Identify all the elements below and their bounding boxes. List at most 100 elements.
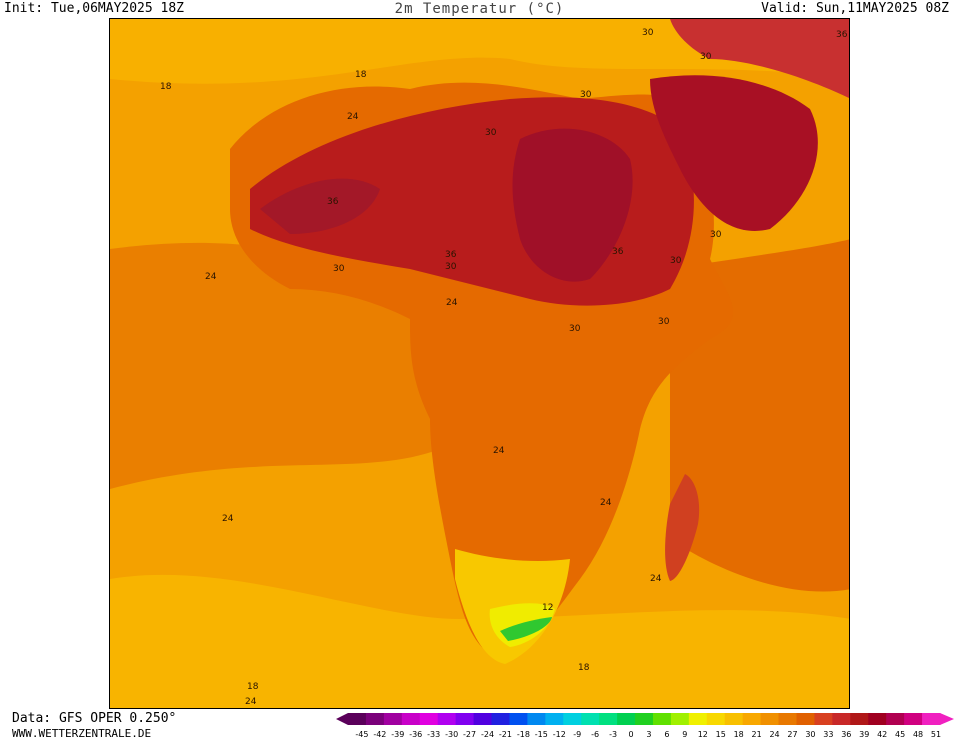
legend-tick-label: -18	[517, 730, 530, 739]
legend-swatch	[742, 713, 762, 725]
legend-tick-label: 9	[682, 730, 687, 739]
legend-swatch	[814, 713, 833, 725]
legend-swatch	[868, 713, 887, 725]
contour-label: 18	[578, 663, 590, 673]
map-title: 2m Temperatur (°C)	[394, 1, 565, 17]
legend-tick-label: 24	[769, 730, 779, 739]
legend-tick-label: 18	[734, 730, 744, 739]
legend-tick-label: 33	[823, 730, 833, 739]
legend-tick-label: -45	[355, 730, 368, 739]
color-legend: -45 -42 -39 -36 -33 -30 -27 -24 -21 -18 -15 -12 -9 -6…	[336, 713, 954, 739]
contour-label: 30	[658, 317, 670, 327]
legend-swatch	[509, 713, 528, 725]
legend-swatch	[652, 713, 672, 725]
contour-label: 24	[222, 514, 234, 524]
legend-tick-label: -27	[463, 730, 476, 739]
legend-tick-label: 27	[787, 730, 797, 739]
legend-tick-label: 12	[698, 730, 708, 739]
legend-tick-label: 3	[646, 730, 651, 739]
contour-label: 18	[247, 682, 259, 692]
legend-arrow-right	[940, 713, 954, 725]
drakensberg-cold	[500, 617, 552, 641]
legend-swatch	[419, 713, 439, 725]
contour-label: 30	[642, 28, 654, 38]
legend-tick-label: -36	[409, 730, 422, 739]
legend-swatch	[348, 713, 367, 725]
contour-label: 18	[160, 82, 172, 92]
contour-label: 12	[542, 603, 553, 613]
legend-tick-label: -9	[573, 730, 581, 739]
legend-tick-label: -24	[481, 730, 494, 739]
contour-label: 18	[355, 70, 367, 80]
legend-swatch	[724, 713, 744, 725]
legend-tick-label: 42	[877, 730, 887, 739]
legend-tick-label: -39	[391, 730, 404, 739]
legend-tick-label: 0	[628, 730, 633, 739]
contour-label: 30	[333, 264, 345, 274]
legend-tick-label: 51	[931, 730, 941, 739]
legend-swatch	[796, 713, 815, 725]
legend-swatch	[832, 713, 851, 725]
website-label: WWW.WETTERZENTRALE.DE	[12, 727, 152, 740]
contour-label: 24	[650, 574, 662, 584]
legend-swatch	[688, 713, 708, 725]
legend-tick-label: 39	[859, 730, 869, 739]
contour-label: 24	[347, 112, 359, 122]
legend-tick-label: 15	[716, 730, 726, 739]
legend-tick-label: -3	[609, 730, 617, 739]
legend-swatch	[545, 713, 564, 725]
sahara-core	[512, 128, 633, 282]
contour-label: 30	[569, 324, 581, 334]
valid-time-label: Valid: Sun,11MAY2025 08Z	[761, 1, 949, 16]
legend-tick-label: -33	[427, 730, 440, 739]
contour-label: 30	[700, 52, 712, 62]
legend-tick-label: 48	[913, 730, 923, 739]
legend-swatch	[922, 713, 941, 725]
legend-tick-label: 21	[752, 730, 762, 739]
legend-swatch	[617, 713, 636, 725]
legend-swatch	[563, 713, 582, 725]
legend-tick-label: 6	[664, 730, 669, 739]
arabia-hot	[650, 75, 818, 231]
contour-label: 24	[245, 697, 257, 707]
contour-label: 30	[580, 90, 592, 100]
north-cool-band	[110, 19, 849, 84]
legend-swatch	[491, 713, 510, 725]
legend-swatch	[437, 713, 457, 725]
legend-swatch	[455, 713, 475, 725]
contour-label: 24	[205, 272, 217, 282]
legend-swatch	[670, 713, 690, 725]
legend-swatch	[527, 713, 546, 725]
legend-tick-label: 45	[895, 730, 905, 739]
legend-swatch	[904, 713, 923, 725]
contour-label: 36	[445, 250, 457, 260]
contour-label: 30	[485, 128, 497, 138]
legend-arrow-left	[336, 713, 348, 725]
data-source-label: Data: GFS OPER 0.250°	[12, 711, 177, 726]
contour-label: 30	[445, 262, 457, 272]
legend-tick-label: -30	[445, 730, 458, 739]
legend-tick-label: 30	[805, 730, 815, 739]
legend-tick-label: 36	[841, 730, 851, 739]
contour-label: 36	[327, 197, 339, 207]
madagascar	[665, 474, 700, 581]
legend-swatch	[473, 713, 493, 725]
legend-swatch	[581, 713, 600, 725]
legend-tick-label: -12	[553, 730, 566, 739]
legend-swatch	[599, 713, 618, 725]
legend-swatch	[383, 713, 403, 725]
legend-swatch	[635, 713, 654, 725]
warm-ocean-band	[110, 242, 440, 489]
middle-east-warm	[670, 19, 849, 99]
legend-swatch	[365, 713, 385, 725]
contour-label: 24	[493, 446, 505, 456]
contour-label: 24	[446, 298, 458, 308]
contour-label: 30	[670, 256, 682, 266]
contour-label: 36	[612, 247, 624, 257]
contour-label: 30	[710, 230, 722, 240]
legend-tick-label: -15	[535, 730, 548, 739]
legend-tick-label: -6	[591, 730, 599, 739]
west-sahara-core	[260, 178, 380, 234]
init-time-label: Init: Tue,06MAY2025 18Z	[4, 1, 185, 16]
legend-tick-label: -42	[373, 730, 386, 739]
